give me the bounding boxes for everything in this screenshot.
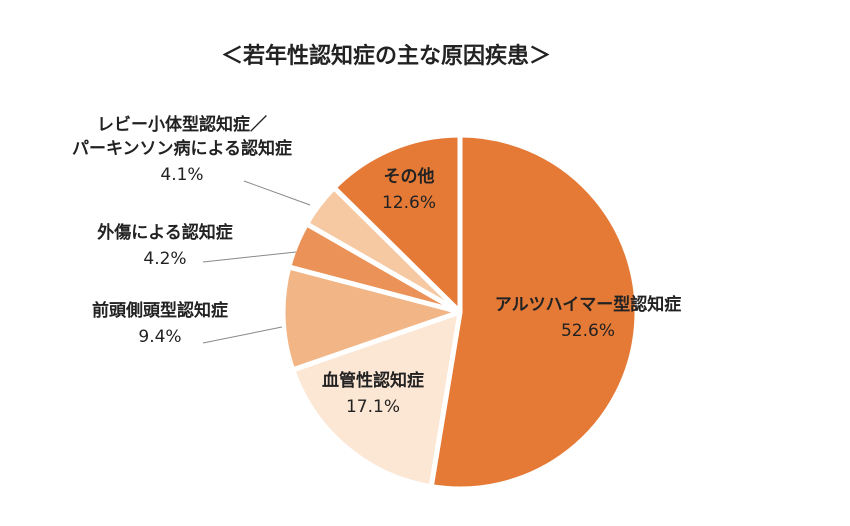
- slice-name-5-0: その他: [384, 166, 435, 187]
- slice-value-4: 4.1%: [160, 165, 203, 185]
- pie-slice-5: [331, 132, 463, 315]
- slice-label-2: 前頭側頭型認知症 9.4%: [92, 300, 228, 347]
- slice-name-1-0: 血管性認知症: [322, 370, 424, 391]
- slice-name-2-0: 前頭側頭型認知症: [92, 300, 228, 321]
- slice-label-1: 血管性認知症 17.1%: [322, 370, 424, 417]
- slice-value-0: 52.6%: [561, 321, 615, 341]
- slice-label-0: アルツハイマー型認知症 52.6%: [495, 294, 682, 341]
- leader-line-4: [243, 180, 311, 206]
- slice-name-4-1: パーキンソン病による認知症: [72, 138, 292, 159]
- slice-label-4: レビー小体型認知症／ パーキンソン病による認知症 4.1%: [72, 114, 292, 185]
- slice-value-3: 4.2%: [143, 249, 186, 269]
- pie-slice-2: [280, 264, 463, 373]
- leader-line-2: [202, 326, 283, 344]
- pie-slice-0: [428, 132, 640, 492]
- slice-value-2: 9.4%: [138, 327, 181, 347]
- slice-value-5: 12.6%: [382, 193, 436, 213]
- slice-name-4-0: レビー小体型認知症／: [97, 114, 267, 135]
- pie-slices: [280, 132, 640, 492]
- slice-label-3: 外傷による認知症 4.2%: [97, 222, 233, 269]
- slice-name-0-0: アルツハイマー型認知症: [495, 294, 682, 315]
- slice-value-1: 17.1%: [346, 397, 400, 417]
- slice-label-5: その他 12.6%: [382, 166, 436, 213]
- chart-title: ＜若年性認知症の主な原因疾患＞: [221, 43, 551, 69]
- leader-line-3: [202, 251, 297, 263]
- leader-lines: [202, 180, 311, 344]
- slice-name-3-0: 外傷による認知症: [97, 222, 233, 243]
- slice-labels: アルツハイマー型認知症 52.6% 血管性認知症 17.1% 前頭側頭型認知症 9.4% 外…: [72, 114, 681, 417]
